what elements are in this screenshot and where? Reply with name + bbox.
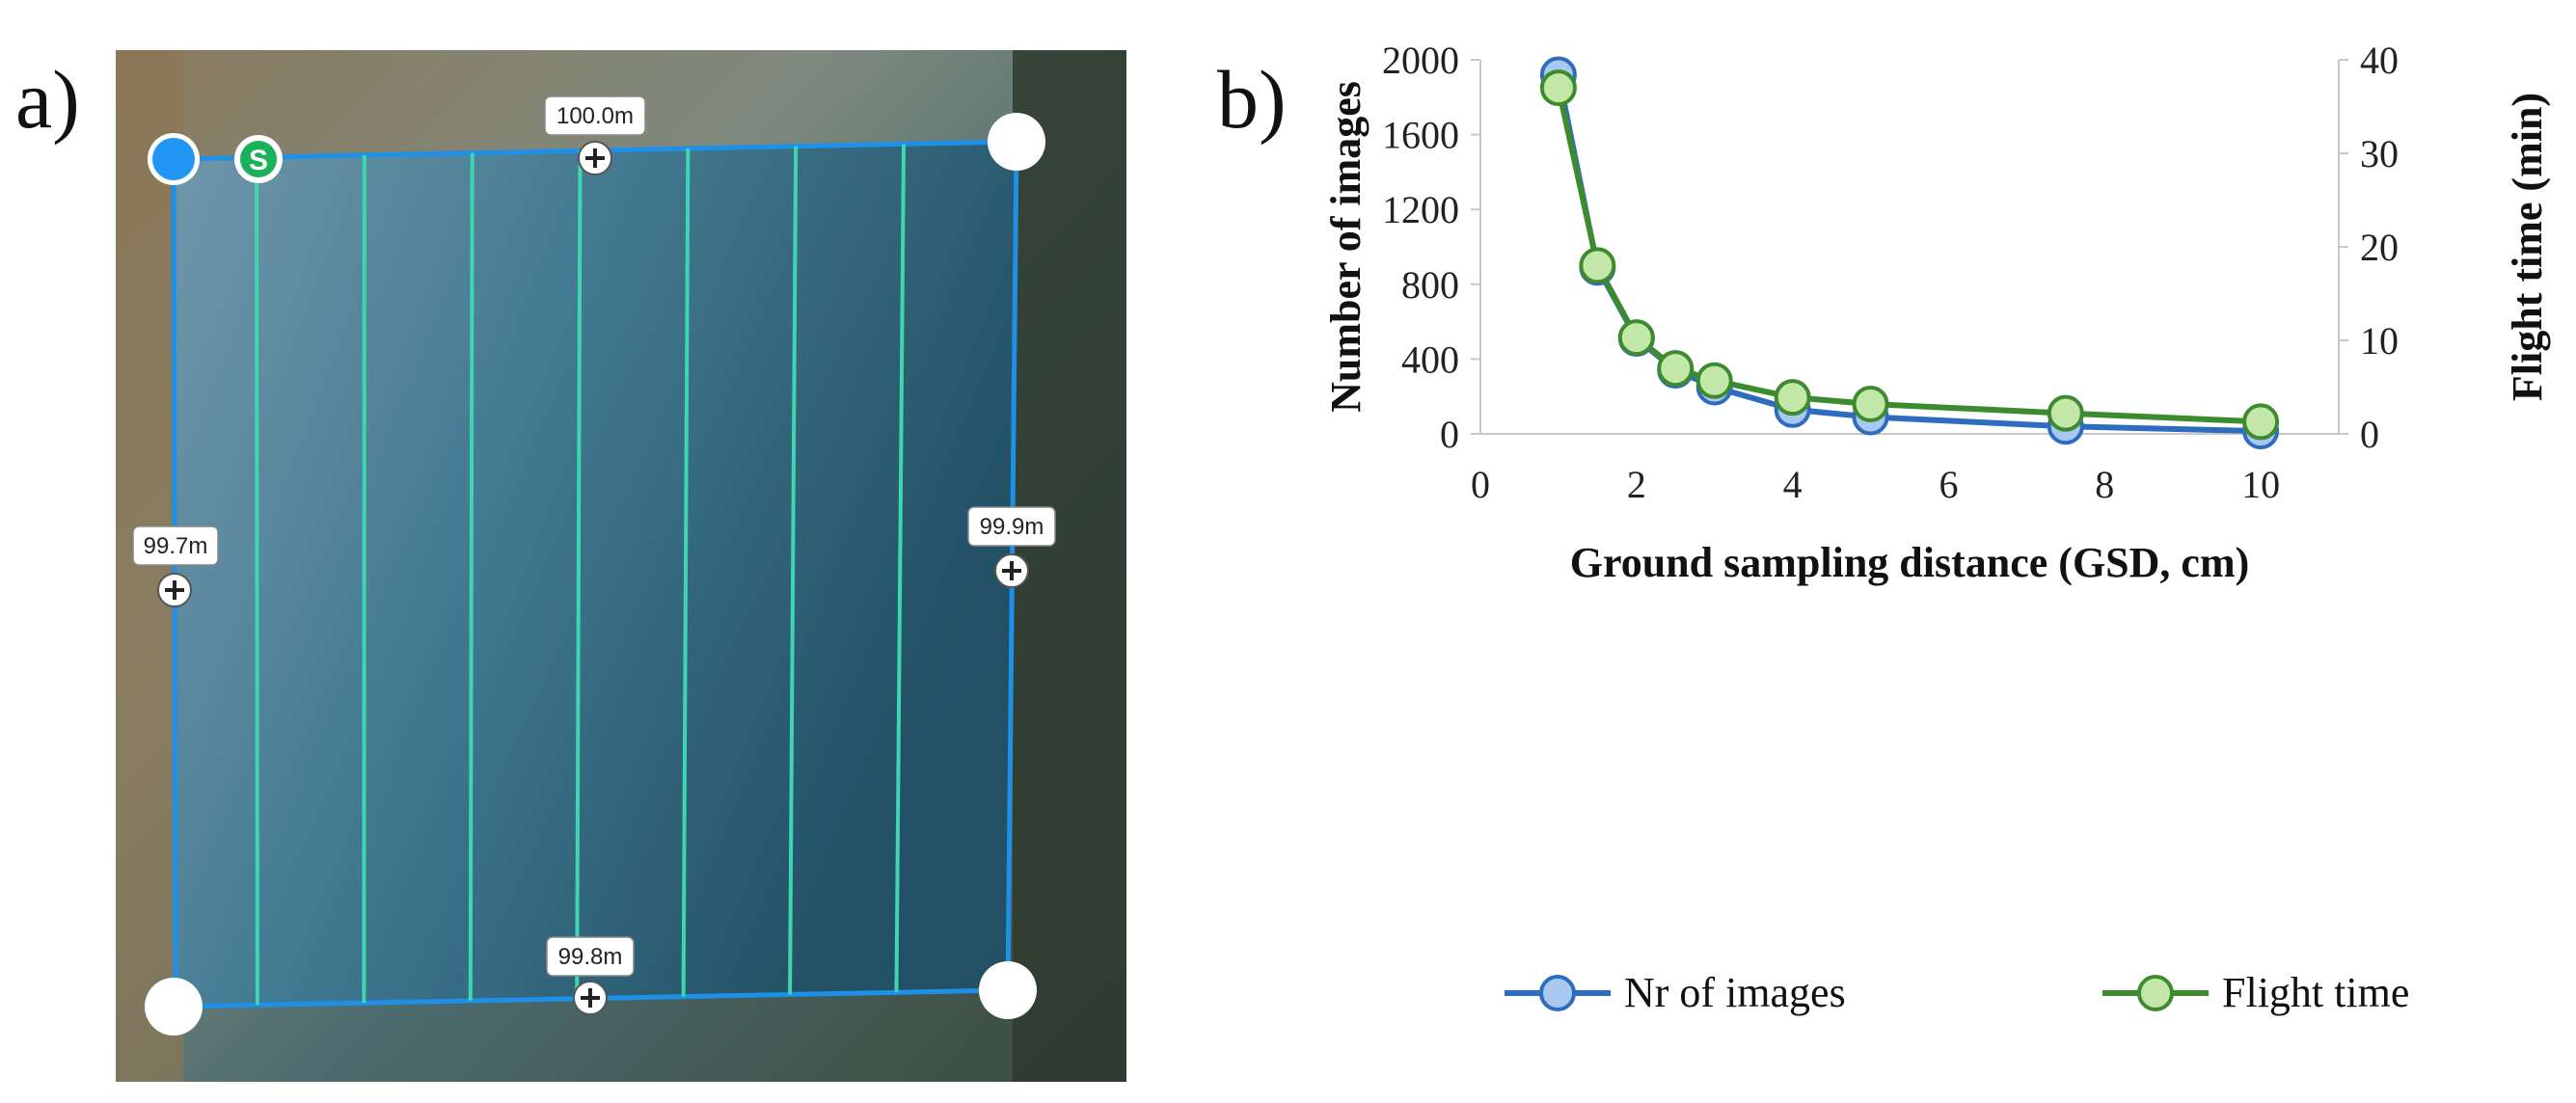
x-tick-label: 4: [1783, 463, 1803, 506]
gsd-chart: 0 400 800 1200 1600 2000 0 10 20 30 40 0 2 4 6 8 10 Grou…: [1292, 29, 2565, 1090]
y-left-tick-label: 0: [1440, 413, 1459, 456]
series-2-point: [1657, 350, 1695, 388]
distance-left-text: 99.7m: [144, 533, 208, 559]
flight-plan-svg: S 100.0m: [116, 50, 1126, 1082]
legend-label-2: Flight time: [2222, 969, 2409, 1016]
x-tick-label: 10: [2241, 463, 2280, 506]
y-left-tick-label: 2000: [1382, 39, 1459, 82]
distance-label-top: 100.0m: [544, 95, 646, 136]
flight-line-4: [575, 150, 583, 999]
legend-marker-2: [2137, 975, 2174, 1011]
start-marker-letter: S: [249, 145, 268, 176]
flight-plan-map: S 100.0m: [116, 50, 1126, 1082]
y-right-tick-label: 0: [2360, 413, 2379, 456]
flight-line-1: [255, 157, 259, 1006]
y-right-tick-label: 30: [2360, 132, 2399, 175]
flight-lines: [255, 144, 907, 1006]
series-2-point: [1617, 319, 1655, 357]
series-2-point: [1852, 385, 1889, 422]
y-left-tick-label: 400: [1401, 337, 1459, 381]
legend-label-1: Nr of images: [1624, 969, 1846, 1016]
distance-top-text: 100.0m: [556, 103, 634, 129]
survey-area-polygon[interactable]: [174, 142, 1017, 1007]
add-vertex-top-icon[interactable]: [578, 141, 612, 175]
add-vertex-bottom-icon[interactable]: [573, 981, 608, 1015]
series-2-point: [1695, 362, 1733, 399]
corner-handle-top-right[interactable]: [988, 113, 1045, 171]
distance-label-bottom: 99.8m: [546, 936, 635, 977]
panel-b-label: b): [1217, 53, 1287, 146]
panel-a-label: a): [15, 53, 80, 146]
distance-label-left: 99.7m: [132, 525, 219, 566]
flight-line-6: [788, 146, 799, 995]
y-axis-right-label: Flight time (min): [2504, 93, 2551, 401]
y-right-tick-label: 10: [2360, 319, 2399, 363]
start-marker[interactable]: S: [234, 135, 283, 183]
series-2-point: [2242, 403, 2280, 441]
series-2-point: [2047, 394, 2084, 432]
y-left-tick-label: 1600: [1382, 114, 1459, 157]
corner-handle-bottom-right[interactable]: [979, 961, 1037, 1019]
series-2-point: [1579, 247, 1616, 284]
series-2-point: [1774, 379, 1811, 417]
y-right-tick-label: 20: [2360, 226, 2399, 269]
home-marker[interactable]: [148, 133, 200, 185]
chart-series: [1539, 56, 2280, 450]
x-tick-label: 8: [2095, 463, 2114, 506]
y-left-tick-label: 800: [1401, 263, 1459, 307]
y-right-tick-label: 40: [2360, 39, 2399, 82]
y-left-tick-label: 1200: [1382, 188, 1459, 231]
legend-marker-1: [1539, 975, 1576, 1011]
dark-vegetation-strip: [1013, 50, 1126, 1082]
corner-handle-bottom-left[interactable]: [145, 978, 203, 1036]
chart-legend: Nr of images Flight time: [1505, 969, 2409, 1016]
flight-line-5: [681, 148, 691, 997]
series-2-point: [1539, 69, 1577, 107]
x-tick-label: 0: [1471, 463, 1490, 506]
flight-line-7: [894, 144, 907, 993]
x-axis-label: Ground sampling distance (GSD, cm): [1570, 539, 2250, 586]
distance-label-right: 99.9m: [967, 506, 1056, 547]
distance-bottom-text: 99.8m: [558, 944, 623, 970]
add-vertex-left-icon[interactable]: [157, 573, 192, 607]
distance-right-text: 99.9m: [980, 514, 1044, 540]
flight-line-3: [468, 152, 475, 1001]
add-vertex-right-icon[interactable]: [994, 553, 1029, 588]
x-tick-label: 2: [1627, 463, 1646, 506]
y-axis-left-label: Number of images: [1322, 81, 1369, 413]
x-tick-label: 6: [1939, 463, 1958, 506]
